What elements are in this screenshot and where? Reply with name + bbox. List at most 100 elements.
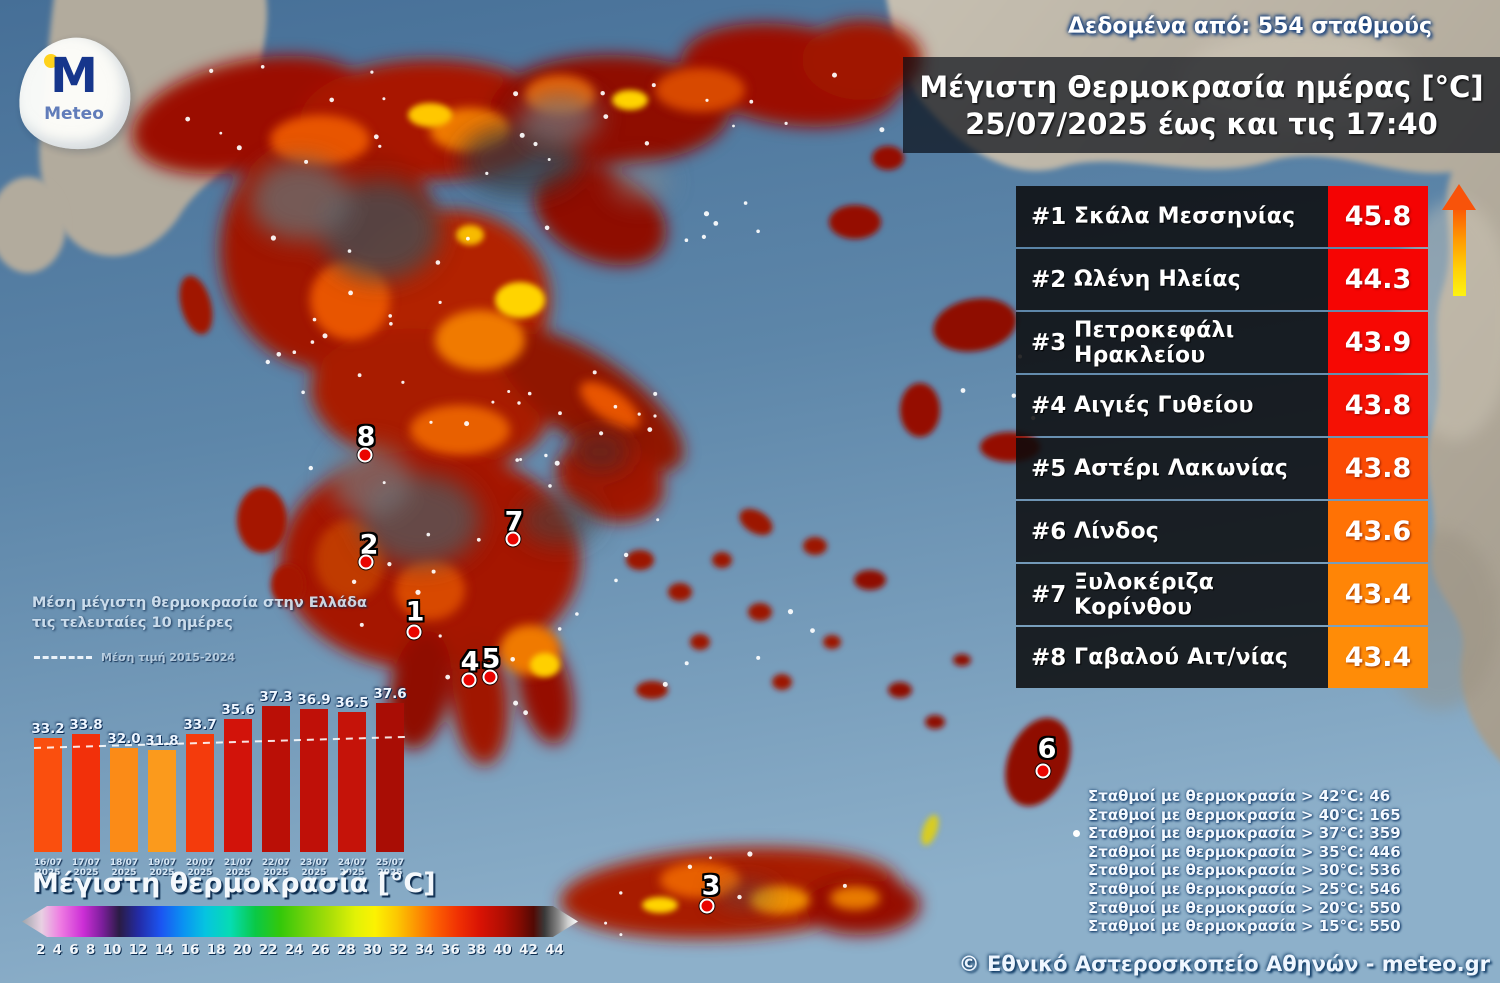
bar-date-label: 18/07 2025	[110, 858, 138, 878]
bar-date-day: 18/07	[109, 858, 139, 868]
temperature-value: 43.9	[1328, 312, 1428, 373]
bar-date-label: 17/07 2025	[72, 858, 100, 878]
bar-column: 36.5 24/07 2025	[335, 695, 368, 878]
rank-number: #1	[1031, 203, 1067, 230]
bar-date-day: 25/07	[375, 858, 405, 868]
hottest-spots	[408, 90, 678, 913]
temperature-value: 45.8	[1328, 186, 1428, 247]
bar-date-year: 2025	[73, 868, 99, 878]
bar	[110, 748, 138, 852]
trend-up-arrow-icon	[1441, 184, 1477, 296]
bar-value-label: 33.7	[183, 717, 217, 734]
marker-number: 3	[701, 870, 721, 902]
marker-dot	[1035, 763, 1051, 779]
bar-date-day: 16/07	[33, 858, 63, 868]
marker-number: 8	[356, 421, 376, 453]
stat-text: Σταθμοί με θερμοκρασία > 42°C: 46	[1088, 787, 1391, 805]
bar-value-label: 36.5	[335, 695, 369, 711]
colorbar-tick: 18	[206, 942, 226, 958]
bar-value-label: 32.0	[107, 731, 141, 747]
chart-title-line2: τις τελευταίες 10 ημέρες	[32, 615, 233, 631]
marker-dot	[505, 531, 521, 547]
temperature-value: 43.8	[1328, 438, 1428, 499]
dashed-line-sample	[34, 656, 92, 659]
bar-date-label: 23/07 2025	[300, 858, 328, 878]
logo-brand-text: Meteo	[44, 104, 104, 124]
rank-number: #3	[1031, 329, 1067, 356]
marker-number: 7	[504, 506, 524, 538]
bar-date-year: 2025	[187, 868, 213, 878]
bar-date-label: 21/07 2025	[224, 858, 252, 878]
colorbar-tick: 26	[310, 942, 330, 958]
colorbar-tick: 36	[440, 942, 460, 958]
colorbar-tick: 32	[388, 942, 408, 958]
chart-title-line1: Μέση μέγιστη θερμοκρασία στην Ελλάδα	[32, 595, 367, 611]
bar	[34, 738, 62, 852]
marker-dot	[358, 554, 374, 570]
average-line-label: Μέση τιμή 2015-2024	[101, 651, 236, 664]
colorbar-tick: 10	[102, 942, 122, 958]
marker-dot	[482, 669, 498, 685]
colorbar-tick: 30	[362, 942, 382, 958]
bar-date-year: 2025	[35, 868, 61, 878]
temperature-value: 43.4	[1328, 627, 1428, 688]
bar	[338, 712, 366, 852]
temperature-value: 43.8	[1328, 375, 1428, 436]
colorbar-tick: 2	[36, 942, 46, 958]
ten-day-mean-max-chart: Μέση μέγιστη θερμοκρασία στην Ελλάδα τις…	[28, 593, 420, 883]
station-name: Ξυλοκέριζα Κορίνθου	[1074, 569, 1215, 620]
bar-date-year: 2025	[263, 868, 289, 878]
bar-date-year: 2025	[111, 868, 137, 878]
bar-column: 36.9 23/07 2025	[297, 692, 330, 878]
bar-column: 32.0 18/07 2025	[107, 731, 140, 878]
colorbar-tick: 22	[258, 942, 278, 958]
bar	[376, 703, 404, 852]
stat-line: Σταθμοί με θερμοκρασία > 37°C: 359	[1073, 824, 1401, 843]
bar-date-day: 19/07	[147, 858, 177, 868]
bar-value-label: 33.8	[69, 716, 103, 733]
colorbar-tick: 24	[284, 942, 304, 958]
rank-number: #7	[1031, 581, 1067, 608]
ranking-row: #6 Λίνδος 43.6	[1016, 501, 1428, 562]
rank-number: #8	[1031, 644, 1067, 671]
arrow-head	[1442, 184, 1476, 210]
stat-line: Σταθμοί με θερμοκρασία > 35°C: 446	[1088, 843, 1401, 862]
colorbar-tick: 4	[52, 942, 63, 958]
station-name: Λίνδος	[1074, 519, 1160, 544]
temperature-value: 43.6	[1328, 501, 1428, 562]
bar	[262, 705, 290, 852]
marker-number: 5	[481, 643, 501, 675]
rank-number: #4	[1031, 392, 1067, 419]
rank-number: #5	[1031, 455, 1067, 482]
colorbar-tick: 16	[180, 942, 200, 958]
arrow-shaft	[1452, 210, 1466, 296]
top-stations-ranking: #1 Σκάλα Μεσσηνίας 45.8 #2 Ωλένη Ηλείας 44.3 #…	[1016, 186, 1428, 690]
marker-dot	[406, 624, 422, 640]
stat-line: Σταθμοί με θερμοκρασία > 42°C: 46	[1088, 787, 1401, 806]
bar-column: 33.7 20/07 2025	[183, 717, 216, 878]
bar-date-year: 2025	[339, 868, 365, 878]
bar-date-label: 16/07 2025	[34, 858, 62, 878]
colorbar-tick: 14	[154, 942, 174, 958]
bar-value-label: 37.3	[259, 688, 293, 705]
bar	[300, 708, 328, 852]
bar-date-day: 24/07	[337, 858, 367, 868]
colorbar-ticks: 2 4 6 8 10 12 14 16 18 20 22 24 26 28 30 32 34 36 38 40 42 44	[22, 942, 578, 958]
colorbar-tick: 44	[545, 942, 564, 958]
marker-number: 4	[460, 646, 480, 678]
colorbar-tick: 20	[232, 942, 252, 958]
bar	[72, 733, 100, 852]
bar-value-label: 37.6	[373, 686, 407, 703]
stat-line: Σταθμοί με θερμοκρασία > 30°C: 536	[1088, 861, 1401, 880]
colorbar-tick: 42	[519, 942, 538, 958]
bar-column: 33.2 16/07 2025	[31, 721, 64, 878]
stat-text: Σταθμοί με θερμοκρασία > 40°C: 165	[1088, 805, 1401, 824]
average-dashed-line	[33, 735, 411, 749]
bar-date-label: 24/07 2025	[338, 858, 366, 878]
marker-dot	[699, 898, 715, 914]
bar-date-label: 19/07 2025	[148, 858, 176, 878]
station-name: Ωλένη Ηλείας	[1074, 267, 1241, 292]
colorbar-tick: 40	[493, 942, 512, 958]
marker-dot	[461, 672, 477, 688]
islands	[179, 146, 1071, 846]
